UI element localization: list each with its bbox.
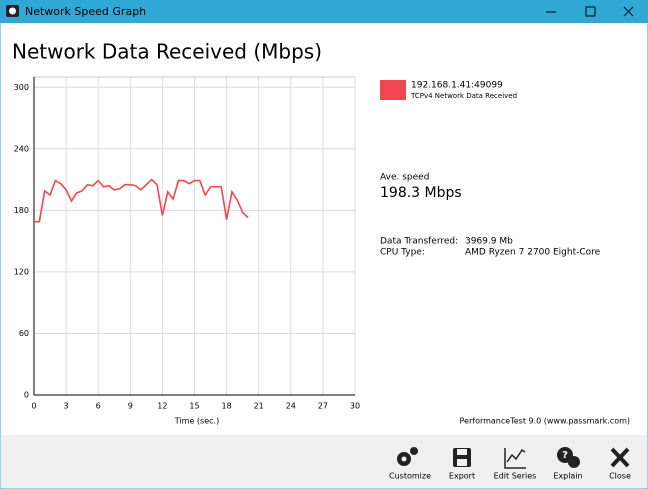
footer-credit: PerformanceTest 9.0 (www.passmark.com): [460, 417, 631, 426]
title-bar: [0, 0, 648, 23]
app-icon-eye: [9, 7, 16, 15]
toolbar-button-label: Close: [609, 472, 631, 481]
x-tick-label: 27: [318, 402, 328, 411]
y-tick-label: 0: [24, 391, 29, 400]
x-tick-label: 0: [31, 402, 36, 411]
stat-label: Data Transferred:: [380, 237, 458, 247]
export-icon: [453, 448, 471, 467]
maximize-button[interactable]: [585, 6, 596, 17]
x-tick-label: 24: [286, 402, 296, 411]
x-tick-label: 18: [222, 402, 232, 411]
toolbar-button-label: Explain: [553, 472, 582, 481]
legend-swatch: [380, 80, 406, 100]
x-axis-label: Time (sec.): [174, 417, 219, 426]
y-tick-label: 120: [14, 267, 29, 276]
x-tick-label: 6: [96, 402, 101, 411]
explain-icon: ?: [557, 447, 580, 468]
x-tick-label: 21: [254, 402, 264, 411]
data-line: [34, 178, 249, 223]
toolbar-button-label: Export: [449, 472, 475, 481]
stat-value: 3969.9 Mb: [465, 237, 513, 247]
x-tick-label: 15: [189, 402, 199, 411]
customize-icon: [397, 447, 418, 466]
y-tick-label: 60: [19, 329, 29, 338]
stat-label: CPU Type:: [380, 248, 425, 258]
window-title: Network Speed Graph: [25, 5, 146, 18]
plot-area: 0 60 120 180 240 300 0 3 6 9 12 15 18 21 24 27 30: [14, 76, 360, 411]
close-window-button[interactable]: [623, 6, 634, 17]
x-tick-label: 30: [350, 402, 360, 411]
close-icon: [610, 447, 630, 468]
avg-value: 198.3 Mbps: [380, 185, 462, 201]
legend-label: 192.168.1.41:49099: [411, 81, 503, 91]
avg-label: Ave. speed: [380, 173, 429, 183]
toolbar: [1, 435, 647, 488]
stat-value: AMD Ryzen 7 2700 Eight-Core: [465, 248, 601, 258]
x-tick-label: 9: [128, 402, 133, 411]
legend-description: TCPv4 Network Data Received: [410, 92, 517, 100]
x-tick-label: 3: [64, 402, 69, 411]
x-tick-label: 12: [157, 402, 167, 411]
svg-text:?: ?: [562, 450, 568, 461]
y-tick-label: 240: [14, 144, 29, 153]
toolbar-button-label: Customize: [389, 472, 431, 481]
edit-series-icon: [504, 448, 526, 469]
chart-title: Network Data Received (Mbps): [12, 40, 322, 64]
toolbar-button-label: Edit Series: [494, 472, 537, 481]
y-tick-label: 300: [14, 83, 29, 92]
y-tick-label: 180: [14, 206, 29, 215]
